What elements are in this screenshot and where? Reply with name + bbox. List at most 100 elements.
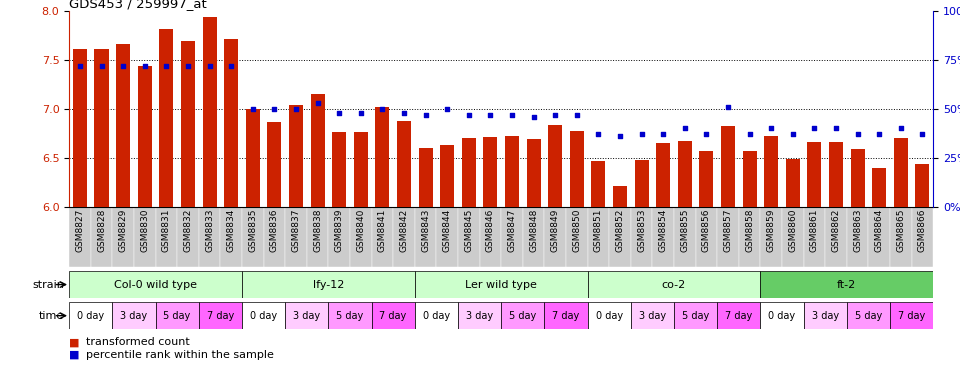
Text: GSM8841: GSM8841: [378, 209, 387, 252]
Bar: [566, 207, 588, 267]
Text: GSM8850: GSM8850: [572, 209, 581, 252]
Bar: [328, 207, 349, 267]
Text: 0 day: 0 day: [768, 311, 796, 321]
Text: GSM8849: GSM8849: [551, 209, 560, 252]
Point: [915, 131, 930, 137]
Text: GSM8840: GSM8840: [356, 209, 365, 252]
Bar: [112, 207, 133, 267]
Bar: [764, 136, 779, 207]
Point: [634, 131, 649, 137]
Bar: [544, 207, 566, 267]
Point: [785, 131, 801, 137]
Bar: [588, 207, 609, 267]
Text: GSM8843: GSM8843: [421, 209, 430, 252]
Text: GSM8863: GSM8863: [853, 209, 862, 252]
Bar: [717, 302, 760, 329]
Bar: [458, 302, 501, 329]
Bar: [437, 207, 458, 267]
Bar: [760, 207, 782, 267]
Text: GSM8847: GSM8847: [508, 209, 516, 252]
Point: [158, 63, 174, 69]
Bar: [159, 29, 174, 207]
Text: 0 day: 0 day: [595, 311, 623, 321]
Bar: [804, 207, 826, 267]
Bar: [501, 302, 544, 329]
Bar: [674, 302, 717, 329]
Point: [699, 131, 714, 137]
Bar: [372, 302, 415, 329]
Bar: [483, 137, 497, 207]
Bar: [415, 302, 458, 329]
Bar: [112, 302, 156, 329]
Bar: [674, 207, 695, 267]
Bar: [588, 302, 631, 329]
Text: co-2: co-2: [661, 280, 686, 290]
Bar: [349, 207, 372, 267]
Bar: [328, 302, 372, 329]
Text: GSM8834: GSM8834: [227, 209, 235, 252]
Text: GSM8832: GSM8832: [183, 209, 192, 252]
Text: GSM8848: GSM8848: [529, 209, 538, 252]
Bar: [522, 207, 544, 267]
Text: GSM8835: GSM8835: [249, 209, 257, 252]
Point: [590, 131, 606, 137]
Text: GSM8852: GSM8852: [615, 209, 624, 252]
Bar: [372, 207, 394, 267]
Point: [267, 106, 282, 112]
Bar: [242, 302, 285, 329]
Bar: [612, 186, 627, 207]
Text: 5 day: 5 day: [854, 311, 882, 321]
Text: GSM8856: GSM8856: [702, 209, 710, 252]
Bar: [699, 151, 713, 207]
Point: [440, 106, 455, 112]
Bar: [785, 159, 800, 207]
Bar: [285, 302, 328, 329]
Bar: [890, 302, 933, 329]
Bar: [69, 271, 242, 298]
Bar: [177, 207, 199, 267]
Bar: [505, 136, 519, 207]
Point: [612, 133, 628, 139]
Bar: [394, 207, 415, 267]
Text: 5 day: 5 day: [509, 311, 537, 321]
Text: 3 day: 3 day: [120, 311, 148, 321]
Bar: [480, 207, 501, 267]
Point: [828, 126, 844, 131]
Bar: [781, 207, 804, 267]
Text: 3 day: 3 day: [293, 311, 321, 321]
Bar: [631, 207, 653, 267]
Text: Col-0 wild type: Col-0 wild type: [114, 280, 197, 290]
Text: transformed count: transformed count: [86, 337, 190, 347]
Text: GSM8851: GSM8851: [594, 209, 603, 252]
Text: GSM8828: GSM8828: [97, 209, 106, 252]
Bar: [912, 207, 933, 267]
Point: [569, 112, 585, 118]
Point: [374, 106, 390, 112]
Point: [763, 126, 779, 131]
Text: ■: ■: [69, 337, 80, 347]
Bar: [224, 40, 238, 207]
Bar: [289, 105, 303, 207]
Bar: [695, 207, 717, 267]
Text: 3 day: 3 day: [638, 311, 666, 321]
Bar: [742, 151, 756, 207]
Bar: [828, 142, 843, 207]
Bar: [717, 207, 739, 267]
Point: [656, 131, 671, 137]
Text: GSM8833: GSM8833: [205, 209, 214, 252]
Text: GSM8829: GSM8829: [119, 209, 128, 252]
Text: GSM8844: GSM8844: [443, 209, 451, 252]
Bar: [307, 207, 328, 267]
Point: [850, 131, 865, 137]
Bar: [419, 148, 433, 207]
Bar: [375, 107, 390, 207]
Point: [180, 63, 196, 69]
Bar: [69, 207, 90, 267]
Bar: [242, 271, 415, 298]
Point: [245, 106, 260, 112]
Bar: [94, 49, 108, 207]
Bar: [440, 145, 454, 207]
Text: GSM8861: GSM8861: [810, 209, 819, 252]
Point: [137, 63, 153, 69]
Bar: [415, 207, 437, 267]
